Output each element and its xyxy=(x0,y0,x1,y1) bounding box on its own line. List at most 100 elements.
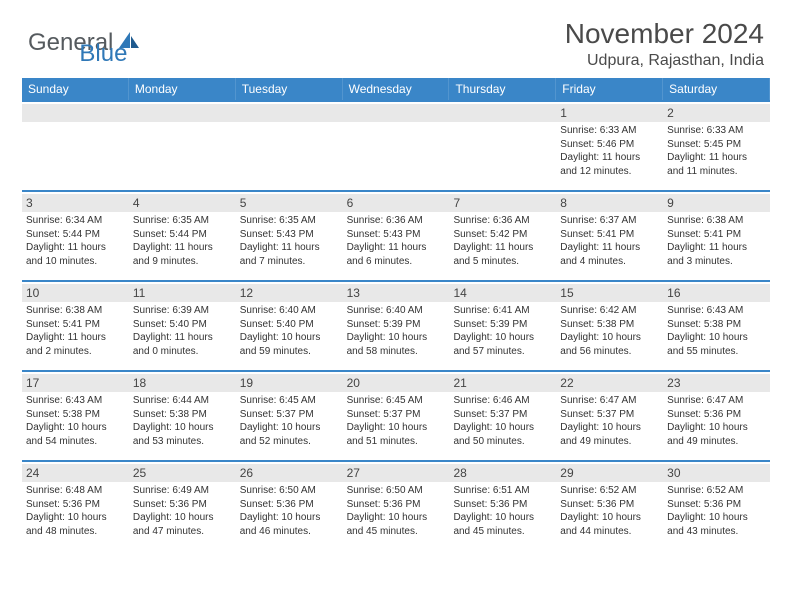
day-number: 8 xyxy=(556,194,663,212)
day-number: 25 xyxy=(129,464,236,482)
day-cell: 2Sunrise: 6:33 AMSunset: 5:45 PMDaylight… xyxy=(663,102,770,190)
day-sunrise: Sunrise: 6:43 AM xyxy=(26,394,125,408)
day-cell: 12Sunrise: 6:40 AMSunset: 5:40 PMDayligh… xyxy=(236,282,343,370)
day-number xyxy=(449,104,556,122)
day-sunrise: Sunrise: 6:35 AM xyxy=(240,214,339,228)
day-cell: 25 Sunrise: 6:49 AMSunset: 5:36 PMDayligh… xyxy=(129,462,236,550)
day-daylight1: Daylight: 11 hours xyxy=(26,241,125,255)
day-number xyxy=(129,104,236,122)
day-sunrise: Sunrise: 6:42 AM xyxy=(560,304,659,318)
day-sunrise: Sunrise: 6:45 AM xyxy=(347,394,446,408)
day-daylight1: Daylight: 11 hours xyxy=(560,151,659,165)
day-cell: 11Sunrise: 6:39 AMSunset: 5:40 PMDayligh… xyxy=(129,282,236,370)
day-daylight1: Daylight: 11 hours xyxy=(453,241,552,255)
day-daylight2: and 45 minutes. xyxy=(453,525,552,539)
day-sunset: Sunset: 5:41 PM xyxy=(560,228,659,242)
page-title: November 2024 xyxy=(565,18,764,50)
day-sunset: Sunset: 5:36 PM xyxy=(347,498,446,512)
day-number: 14 xyxy=(449,284,556,302)
day-cell: 18Sunrise: 6:44 AMSunset: 5:38 PMDayligh… xyxy=(129,372,236,460)
day-daylight1: Daylight: 10 hours xyxy=(453,331,552,345)
day-sunrise: Sunrise: 6:47 AM xyxy=(560,394,659,408)
day-daylight1: Daylight: 10 hours xyxy=(667,421,766,435)
day-cell: 14Sunrise: 6:41 AMSunset: 5:39 PMDayligh… xyxy=(449,282,556,370)
day-cell: 29Sunrise: 6:52 AMSunset: 5:36 PMDayligh… xyxy=(556,462,663,550)
day-sunset: Sunset: 5:44 PM xyxy=(26,228,125,242)
day-number xyxy=(22,104,129,122)
day-sunset: Sunset: 5:37 PM xyxy=(240,408,339,422)
calendar: SundayMondayTuesdayWednesdayThursdayFrid… xyxy=(22,78,770,550)
day-cell: 8Sunrise: 6:37 AMSunset: 5:41 PMDaylight… xyxy=(556,192,663,280)
day-number: 7 xyxy=(449,194,556,212)
day-sunset: Sunset: 5:40 PM xyxy=(240,318,339,332)
day-number: 30 xyxy=(663,464,770,482)
day-daylight2: and 54 minutes. xyxy=(26,435,125,449)
day-cell: 17 Sunrise: 6:43 AMSunset: 5:38 PMDayligh… xyxy=(22,372,129,460)
day-number: 15 xyxy=(556,284,663,302)
day-sunrise: Sunrise: 6:36 AM xyxy=(453,214,552,228)
day-daylight2: and 57 minutes. xyxy=(453,345,552,359)
day-daylight2: and 49 minutes. xyxy=(560,435,659,449)
day-daylight1: Daylight: 10 hours xyxy=(26,421,125,435)
day-number: 22 xyxy=(556,374,663,392)
day-number: 20 xyxy=(343,374,450,392)
day-number: 16 xyxy=(663,284,770,302)
day-number: 29 xyxy=(556,464,663,482)
day-cell: 3Sunrise: 6:34 AMSunset: 5:44 PMDaylight… xyxy=(22,192,129,280)
day-cell xyxy=(343,102,450,190)
day-cell: 9Sunrise: 6:38 AMSunset: 5:41 PMDaylight… xyxy=(663,192,770,280)
day-sunset: Sunset: 5:38 PM xyxy=(26,408,125,422)
day-sunrise: Sunrise: 6:49 AM xyxy=(133,484,232,498)
day-daylight2: and 56 minutes. xyxy=(560,345,659,359)
day-cell xyxy=(236,102,343,190)
day-daylight2: and 2 minutes. xyxy=(26,345,125,359)
day-daylight2: and 45 minutes. xyxy=(347,525,446,539)
day-daylight2: and 55 minutes. xyxy=(667,345,766,359)
day-number: 1 xyxy=(556,104,663,122)
day-cell: 16Sunrise: 6:43 AMSunset: 5:38 PMDayligh… xyxy=(663,282,770,370)
day-daylight1: Daylight: 11 hours xyxy=(133,241,232,255)
day-cell: 6Sunrise: 6:36 AMSunset: 5:43 PMDaylight… xyxy=(343,192,450,280)
day-sunrise: Sunrise: 6:40 AM xyxy=(240,304,339,318)
day-header-cell: Sunday xyxy=(22,78,129,100)
day-daylight2: and 51 minutes. xyxy=(347,435,446,449)
day-cell: 13Sunrise: 6:40 AMSunset: 5:39 PMDayligh… xyxy=(343,282,450,370)
day-sunrise: Sunrise: 6:52 AM xyxy=(667,484,766,498)
day-cell: 30Sunrise: 6:52 AMSunset: 5:36 PMDayligh… xyxy=(663,462,770,550)
day-daylight2: and 6 minutes. xyxy=(347,255,446,269)
day-number: 17 xyxy=(22,374,129,392)
day-sunrise: Sunrise: 6:43 AM xyxy=(667,304,766,318)
day-cell: 20Sunrise: 6:45 AMSunset: 5:37 PMDayligh… xyxy=(343,372,450,460)
day-sunset: Sunset: 5:44 PM xyxy=(133,228,232,242)
day-cell xyxy=(129,102,236,190)
day-sunset: Sunset: 5:36 PM xyxy=(133,498,232,512)
day-sunset: Sunset: 5:41 PM xyxy=(26,318,125,332)
day-daylight1: Daylight: 10 hours xyxy=(560,511,659,525)
day-number: 4 xyxy=(129,194,236,212)
day-number: 18 xyxy=(129,374,236,392)
day-cell: 24Sunrise: 6:48 AMSunset: 5:36 PMDayligh… xyxy=(22,462,129,550)
day-sunset: Sunset: 5:36 PM xyxy=(240,498,339,512)
day-number: 9 xyxy=(663,194,770,212)
day-daylight1: Daylight: 10 hours xyxy=(133,511,232,525)
day-sunrise: Sunrise: 6:36 AM xyxy=(347,214,446,228)
logo-text-blue: Blue xyxy=(79,40,127,68)
week-row: 10Sunrise: 6:38 AMSunset: 5:41 PMDayligh… xyxy=(22,280,770,370)
day-header-cell: Friday xyxy=(556,78,663,100)
week-row: 17Sunrise: 6:43 AMSunset: 5:38 PMDayligh… xyxy=(22,370,770,460)
day-daylight1: Daylight: 11 hours xyxy=(560,241,659,255)
day-cell: 4Sunrise: 6:35 AMSunset: 5:44 PMDaylight… xyxy=(129,192,236,280)
day-daylight1: Daylight: 10 hours xyxy=(667,331,766,345)
day-sunrise: Sunrise: 6:52 AM xyxy=(560,484,659,498)
day-sunset: Sunset: 5:40 PM xyxy=(133,318,232,332)
day-daylight1: Daylight: 11 hours xyxy=(667,151,766,165)
day-sunrise: Sunrise: 6:41 AM xyxy=(453,304,552,318)
day-sunrise: Sunrise: 6:46 AM xyxy=(453,394,552,408)
day-daylight2: and 12 minutes. xyxy=(560,165,659,179)
day-daylight1: Daylight: 11 hours xyxy=(240,241,339,255)
day-number: 12 xyxy=(236,284,343,302)
day-daylight2: and 50 minutes. xyxy=(453,435,552,449)
day-number: 11 xyxy=(129,284,236,302)
week-row: 3Sunrise: 6:34 AMSunset: 5:44 PMDaylight… xyxy=(22,190,770,280)
day-number xyxy=(236,104,343,122)
